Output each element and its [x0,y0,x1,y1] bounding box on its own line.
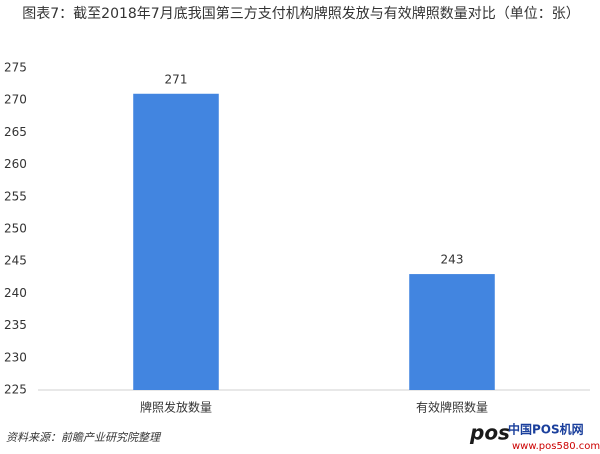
y-tick-label: 255 [4,189,27,203]
y-tick-label: 245 [4,254,27,268]
chart-title: 图表7：截至2018年7月底我国第三方支付机构牌照发放与有效牌照数量对比（单位：… [22,6,580,22]
logo-name: 中国POS机网 [508,422,584,437]
y-tick-label: 230 [4,350,27,364]
y-tick-label: 225 [4,383,27,397]
data-label: 271 [165,72,188,86]
y-tick-label: 260 [4,157,27,171]
data-label: 243 [441,253,464,267]
y-tick-label: 270 [4,93,27,107]
y-tick-label: 265 [4,125,27,139]
y-tick-label: 250 [4,222,27,236]
logo-mark: pos [469,421,510,445]
y-tick-label: 240 [4,286,27,300]
source: 资料来源：前瞻产业研究院整理 [6,431,162,444]
logo-url: www.pos580.com [512,441,600,452]
y-tick-label: 235 [4,318,27,332]
bar [409,274,495,390]
x-tick-label: 有效牌照数量 [416,400,488,415]
y-tick-label: 275 [4,61,27,75]
bar [133,93,219,390]
x-tick-label: 牌照发放数量 [140,400,212,415]
